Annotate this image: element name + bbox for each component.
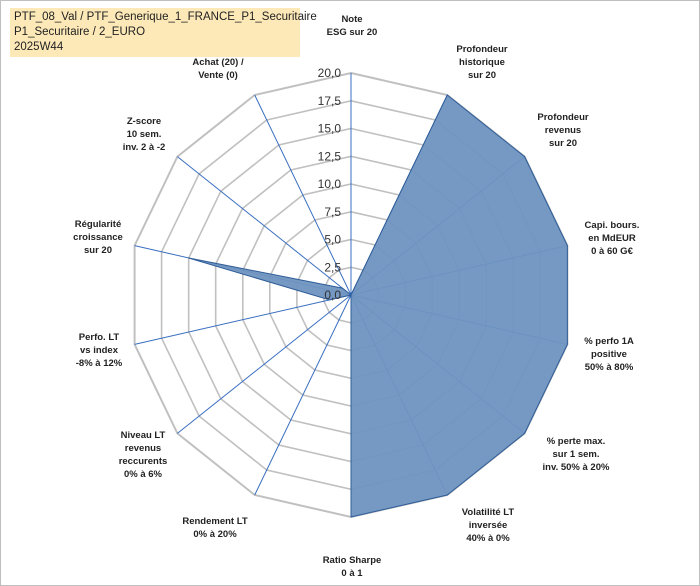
axis-label-6: Volatilité LT inversée 40% à 0% [462,507,515,544]
tick-label-1: 2,5 [324,260,341,274]
axis-label-10: Perfo. LT vs index -8% à 12% [76,332,123,369]
axis-label-4: % perfo 1A positive 50% à 80% [584,336,634,373]
axis-label-3-line-0: Capi. bours. [585,220,640,231]
axis-label-9-line-1: revenus [125,443,161,454]
axis-label-13-line-2: Vente (0) [198,70,238,81]
axis-label-7-line-0: Ratio Sharpe [323,555,382,566]
axis-label-1: Profondeur historique sur 20 [456,44,507,81]
axis-label-12-line-2: inv. 2 à -2 [123,142,166,153]
axis-label-11-line-0: Régularité [75,219,121,230]
axis-spoke-12 [177,156,352,296]
title-line-2: P1_Securitaire / 2_EURO [14,26,146,38]
axis-label-4-line-2: 50% à 80% [585,362,634,373]
axis-label-0: Note ESG sur 20 [327,14,378,38]
axis-label-5-line-0: % perte max. [547,436,606,447]
axis-label-9-line-2: reccurents [119,456,168,467]
axis-label-1-line-1: historique [459,57,505,68]
axis-label-3: Capi. bours. en MdEUR 0 à 60 G€ [585,220,640,257]
axis-label-6-line-1: inversée [469,520,508,531]
axis-label-12-line-1: 10 sem. [127,129,162,140]
tick-label-7: 17,5 [318,94,342,108]
axis-spoke-13 [254,94,352,296]
axis-label-3-line-2: 0 à 60 G€ [591,246,633,257]
radar-series [188,94,568,518]
tick-label-0: 0,0 [324,288,341,302]
radar-tick-labels: 0,0 2,5 5,0 7,5 10,0 12,5 15,0 17,5 20,0 [318,66,342,302]
axis-label-5-line-1: sur 1 sem. [553,449,600,460]
tick-label-4: 10,0 [318,177,342,191]
tick-label-6: 15,0 [318,122,342,136]
tick-label-3: 7,5 [324,205,341,219]
tick-label-5: 12,5 [318,149,342,163]
axis-label-10-line-0: Perfo. LT [79,332,120,343]
axis-label-7-line-1: 0 à 1 [341,568,363,579]
axis-label-10-line-1: vs index [80,345,119,356]
axis-label-4-line-0: % perfo 1A [584,336,634,347]
axis-label-11: Régularité croissance sur 20 [73,219,123,256]
axis-label-2: Profondeur revenus sur 20 [537,112,588,149]
axis-label-11-line-1: croissance [73,232,123,243]
axis-label-3-line-1: en MdEUR [588,233,636,244]
axis-label-13-line-1: Achat (20) / [192,57,244,68]
axis-label-12-line-0: Z-score [127,116,161,127]
axis-label-10-line-2: -8% à 12% [76,358,123,369]
axis-label-7: Ratio Sharpe 0 à 1 [323,555,382,579]
axis-label-4-line-1: positive [591,349,627,360]
axis-label-9-line-0: Niveau LT [121,430,166,441]
axis-label-5-line-2: inv. 50% à 20% [543,462,610,473]
axis-label-6-line-2: 40% à 0% [466,533,510,544]
tick-label-2: 5,0 [324,233,341,247]
axis-label-8-line-1: 0% à 20% [193,529,237,540]
axis-label-6-line-0: Volatilité LT [462,507,515,518]
axis-spoke-8 [254,294,352,496]
axis-label-2-line-1: revenus [545,125,581,136]
axis-label-8: Rendement LT 0% à 20% [182,516,247,540]
axis-label-0-line-0: Note [341,14,362,25]
axis-label-9-line-3: 0% à 6% [124,469,163,480]
axis-spoke-10 [134,294,352,345]
axis-label-12: Z-score 10 sem. inv. 2 à -2 [123,116,166,153]
title-line-3: 2025W44 [14,41,64,53]
title-line-1: PTF_08_Val / PTF_Generique_1_FRANCE_P1_S… [14,11,317,23]
axis-label-5: % perte max. sur 1 sem. inv. 50% à 20% [543,436,610,473]
axis-label-2-line-2: sur 20 [549,138,577,149]
axis-label-1-line-2: sur 20 [468,70,496,81]
title-box: PTF_08_Val / PTF_Generique_1_FRANCE_P1_S… [10,8,317,57]
axis-label-9: Niveau LT revenus reccurents 0% à 6% [119,430,168,480]
tick-label-8: 20,0 [318,66,342,80]
axis-label-2-line-0: Profondeur [537,112,588,123]
axis-label-8-line-0: Rendement LT [182,516,247,527]
axis-label-1-line-0: Profondeur [456,44,507,55]
axis-spoke-9 [177,294,352,434]
axis-label-0-line-1: ESG sur 20 [327,27,378,38]
axis-label-11-line-2: sur 20 [84,245,112,256]
